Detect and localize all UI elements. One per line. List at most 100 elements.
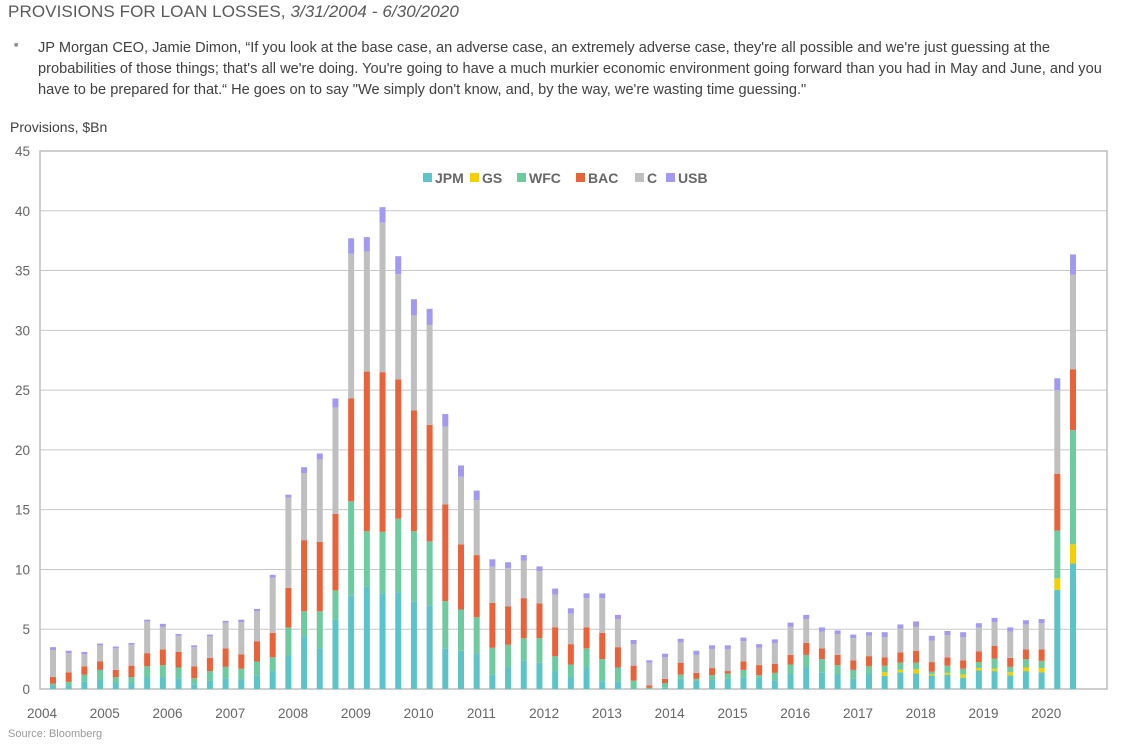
bar-usb-2006Q2 — [191, 645, 198, 648]
bar-jpm-2019Q4 — [1038, 672, 1045, 689]
bar-jpm-2008Q1 — [301, 636, 308, 689]
bar-wfc-2004Q3 — [81, 674, 88, 682]
bar-usb-2011Q2 — [505, 562, 512, 569]
x-tick-label: 2010 — [404, 706, 434, 721]
bar-c-2011Q4 — [536, 571, 543, 604]
bar-usb-2010Q2 — [442, 414, 449, 427]
bar-jpm-2017Q2 — [881, 675, 888, 689]
bar-jpm-2020Q1 — [1054, 589, 1061, 689]
bar-c-2009Q2 — [379, 222, 386, 373]
bar-c-2019Q4 — [1038, 623, 1045, 650]
bar-bac-2018Q3 — [960, 660, 967, 669]
bar-bac-2017Q3 — [897, 652, 904, 663]
bar-gs-2018Q1 — [928, 674, 935, 676]
bar-bac-2007Q4 — [285, 587, 292, 628]
source-note: Source: Bloomberg — [8, 728, 103, 740]
y-tick-label: 15 — [15, 503, 30, 518]
bar-c-2019Q1 — [991, 622, 998, 646]
bar-wfc-2007Q2 — [254, 661, 260, 676]
bar-jpm-2012Q2 — [567, 677, 574, 689]
bar-wfc-2013Q3 — [646, 687, 653, 689]
bar-usb-2015Q1 — [740, 637, 747, 642]
bar-c-2010Q3 — [458, 476, 464, 545]
bar-bac-2012Q3 — [583, 627, 590, 649]
bar-c-2013Q1 — [614, 619, 621, 648]
y-tick-label: 20 — [15, 443, 30, 458]
bar-jpm-2016Q3 — [834, 674, 841, 689]
bar-wfc-2005Q3 — [144, 666, 151, 678]
bar-wfc-2010Q4 — [473, 617, 480, 654]
bar-bac-2008Q3 — [332, 513, 339, 591]
bar-wfc-2010Q2 — [442, 601, 449, 649]
bar-wfc-2012Q3 — [583, 648, 590, 668]
bar-wfc-2009Q1 — [363, 531, 370, 587]
bar-usb-2004Q3 — [81, 651, 88, 655]
bar-c-2013Q3 — [646, 662, 653, 686]
bar-c-2015Q3 — [771, 642, 778, 664]
bar-wfc-2015Q2 — [756, 675, 763, 678]
bar-jpm-2014Q1 — [677, 678, 684, 689]
bar-usb-2018Q2 — [944, 631, 951, 636]
bar-c-2006Q2 — [191, 647, 198, 667]
legend-swatch-bac — [576, 173, 585, 182]
bar-wfc-2011Q1 — [489, 647, 496, 675]
bar-usb-2007Q3 — [269, 574, 276, 578]
bar-c-2005Q1 — [112, 648, 119, 670]
bar-jpm-2012Q3 — [583, 667, 590, 689]
bar-wfc-2007Q4 — [285, 627, 292, 656]
bar-usb-2014Q3 — [709, 645, 716, 649]
bar-wfc-2018Q2 — [944, 665, 951, 673]
x-tick-label: 2018 — [906, 706, 936, 721]
bar-usb-2010Q1 — [426, 308, 433, 325]
bar-bac-2016Q1 — [803, 642, 810, 655]
bar-bac-2007Q2 — [254, 641, 260, 662]
bar-bac-2016Q2 — [818, 648, 825, 660]
bar-c-2008Q1 — [301, 473, 308, 541]
bar-usb-2015Q4 — [787, 622, 794, 627]
bar-wfc-2010Q1 — [426, 541, 433, 606]
bar-usb-2016Q1 — [803, 614, 810, 620]
y-tick-label: 10 — [15, 562, 30, 577]
bar-bac-2009Q4 — [410, 410, 417, 532]
bar-wfc-2013Q2 — [630, 680, 637, 689]
legend-label-usb: USB — [678, 170, 708, 186]
bar-wfc-2013Q1 — [614, 667, 621, 682]
bar-jpm-2006Q1 — [175, 678, 182, 689]
bar-jpm-2006Q4 — [222, 678, 229, 689]
bar-wfc-2010Q3 — [458, 609, 464, 651]
bar-jpm-2011Q4 — [536, 662, 543, 689]
bar-bac-2004Q2 — [65, 672, 72, 682]
bar-usb-2005Q1 — [112, 646, 119, 649]
bar-c-2020Q1 — [1054, 390, 1061, 474]
legend-label-bac: BAC — [588, 170, 618, 186]
bar-c-2004Q2 — [65, 653, 72, 673]
bar-jpm-2009Q1 — [363, 586, 370, 689]
bar-gs-2019Q1 — [991, 668, 998, 672]
bar-c-2018Q2 — [944, 635, 951, 658]
bar-c-2005Q3 — [144, 621, 151, 654]
bar-usb-2011Q1 — [489, 559, 496, 567]
bar-bac-2016Q4 — [850, 660, 857, 670]
bar-c-2005Q4 — [159, 626, 166, 650]
bar-gs-2017Q4 — [913, 669, 920, 674]
bar-bac-2014Q3 — [709, 668, 716, 676]
x-tick-label: 2014 — [655, 706, 686, 721]
bar-jpm-2007Q2 — [254, 675, 260, 689]
bar-jpm-2019Q2 — [1007, 675, 1014, 689]
bar-gs-2018Q4 — [975, 668, 982, 671]
bar-jpm-2017Q1 — [866, 673, 872, 689]
bar-c-2010Q4 — [473, 500, 480, 556]
y-tick-label: 0 — [22, 682, 30, 697]
bar-c-2016Q4 — [850, 638, 857, 661]
bar-jpm-2011Q3 — [520, 660, 527, 689]
bar-bac-2010Q1 — [426, 424, 433, 542]
bar-wfc-2016Q3 — [834, 665, 841, 675]
bar-wfc-2019Q3 — [1022, 659, 1029, 668]
bar-c-2006Q4 — [222, 622, 229, 649]
bar-usb-2019Q3 — [1022, 620, 1029, 625]
bar-c-2015Q4 — [787, 626, 794, 655]
bar-jpm-2015Q3 — [771, 680, 778, 689]
bar-c-2008Q2 — [316, 459, 323, 542]
bar-jpm-2007Q3 — [269, 671, 276, 689]
x-tick-label: 2016 — [780, 706, 810, 721]
